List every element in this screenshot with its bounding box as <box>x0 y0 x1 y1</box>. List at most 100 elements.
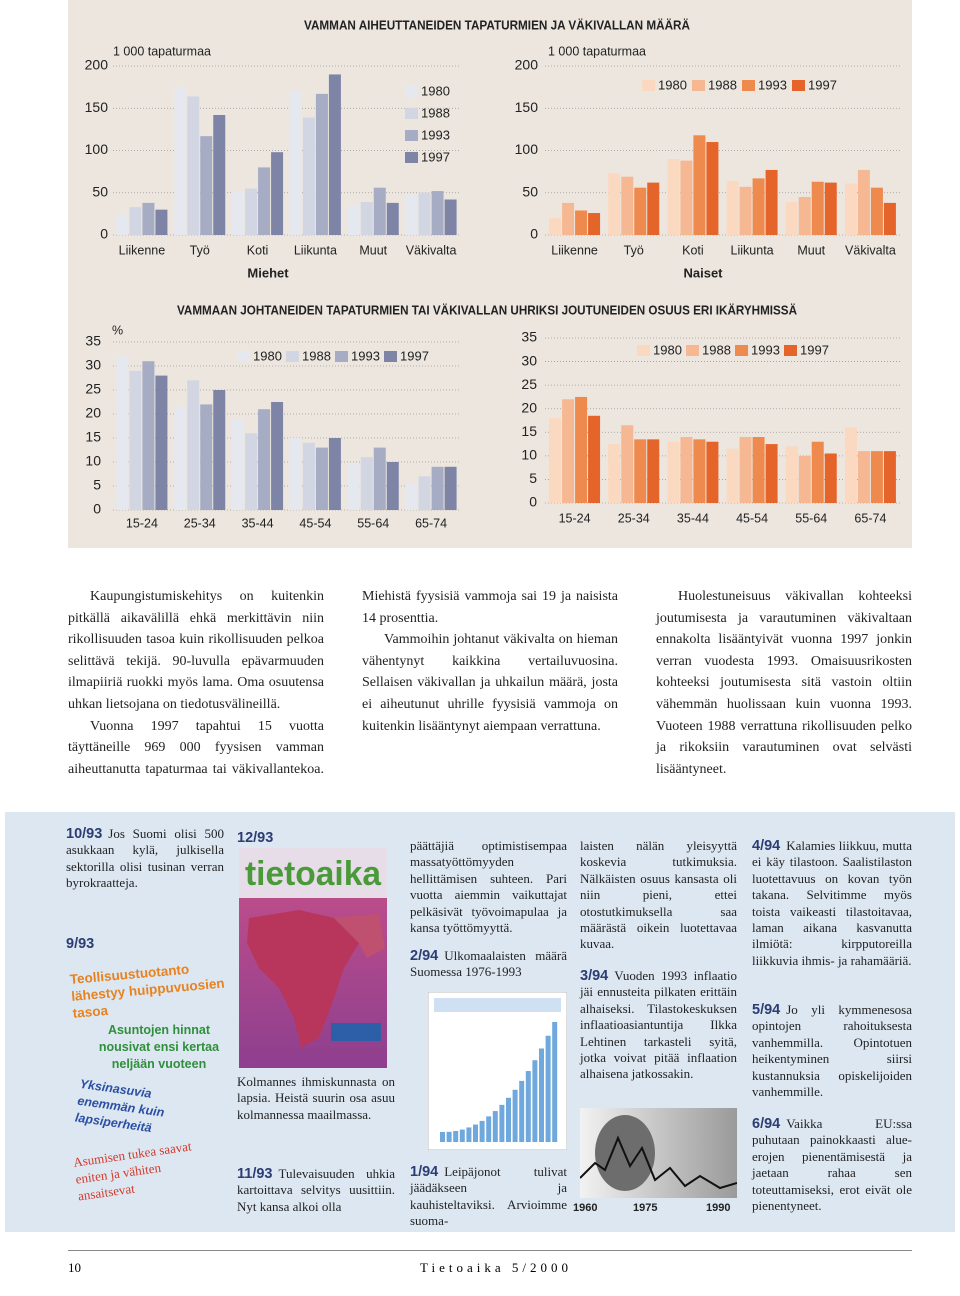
thumb-bar <box>545 1035 551 1142</box>
bar <box>271 402 284 510</box>
bar <box>347 464 360 510</box>
bar <box>232 191 245 235</box>
bar <box>155 209 168 235</box>
bar <box>328 74 341 235</box>
bar <box>844 183 857 235</box>
bar <box>200 404 213 510</box>
chart-thumbnail <box>428 992 567 1150</box>
issue-label: 9/93 <box>66 936 95 952</box>
legend-label: 1993 <box>351 348 380 363</box>
bar <box>785 202 798 235</box>
bar <box>857 451 870 503</box>
bar <box>883 202 896 235</box>
charts: VAMMAN AIHEUTTANEIDEN TAPATURMIEN JA VÄK… <box>68 0 912 548</box>
cover-badge <box>331 1023 381 1041</box>
bar <box>621 425 634 503</box>
bar <box>405 194 418 235</box>
sidebar-item: Kolmannes ihmiskunnasta on lapsia. Heist… <box>237 1074 395 1123</box>
headline: Asuntojen hinnat nousivat ensi kertaa ne… <box>98 1023 220 1071</box>
bar <box>693 439 706 503</box>
item-text: Kolmannes ihmiskunnasta on lapsia. Heist… <box>237 1074 395 1122</box>
bar <box>142 202 155 235</box>
y-tick-label: 5 <box>529 470 537 486</box>
sidebar: 10/93 Jos Suomi olisi 500 asukkaan kylä, … <box>5 812 955 1232</box>
bar <box>155 375 168 510</box>
x-tick-label: 35-44 <box>242 516 274 530</box>
bar <box>232 418 245 510</box>
sidebar-item: laisten nälän yleisyyttä koskevia tutkim… <box>580 838 737 953</box>
thumb-bar <box>539 1048 544 1142</box>
bar <box>588 415 601 503</box>
bar <box>245 433 258 510</box>
bar <box>187 96 200 235</box>
bar <box>870 451 883 503</box>
thumb-bar <box>446 1131 452 1142</box>
x-tick-label: 55-64 <box>795 511 827 525</box>
bar <box>621 176 634 235</box>
bar <box>129 207 142 235</box>
bar <box>785 446 798 503</box>
bar <box>373 447 386 510</box>
bar <box>386 202 399 235</box>
issue-label: 11/93 <box>237 1166 273 1182</box>
sidebar-item: 10/93 Jos Suomi olisi 500 asukkaan kylä, … <box>66 826 224 892</box>
x-tick-label: 55-64 <box>357 516 389 530</box>
sidebar-item: 4/94 Kalamies liikkuu, mutta ei käy tilas… <box>752 838 912 969</box>
bar <box>347 205 360 235</box>
legend-swatch <box>642 80 655 91</box>
item-text: Jos Suomi olisi 500 asukkaan kylä, julki… <box>66 826 224 891</box>
bar <box>360 202 373 235</box>
thumb-bar <box>473 1124 478 1142</box>
bar <box>360 457 373 510</box>
image-label: 1960 <box>573 1202 598 1214</box>
bar <box>174 406 187 510</box>
y-tick-label: 0 <box>93 501 101 517</box>
sidebar-item: 2/94 Ulkomaalaisten määrä Suomessa 1976-1… <box>410 948 567 981</box>
item-text: laisten nälän yleisyyttä koskevia tutkim… <box>580 838 737 952</box>
y-tick-label: 30 <box>521 352 537 368</box>
thumb-bar <box>525 1071 531 1142</box>
paragraph: Vammoihin johtanut väkivalta on hieman v… <box>362 632 618 734</box>
legend-label: 1993 <box>758 77 787 92</box>
bar <box>844 427 857 503</box>
sidebar-item: 5/94 Jo yli kymmenesosa opintojen rahoitu… <box>752 1002 912 1100</box>
issue-label: 10/93 <box>66 826 103 842</box>
bar <box>857 169 870 235</box>
item-text: Jo yli kymmenesosa opintojen rahoitukses… <box>752 1002 912 1100</box>
bar <box>752 178 765 235</box>
x-tick-label: 25-34 <box>618 511 650 525</box>
y-tick-label: 100 <box>515 141 539 157</box>
legend-swatch <box>405 108 418 119</box>
footer-rule <box>68 1250 912 1251</box>
legend-swatch <box>686 345 699 356</box>
bar <box>418 192 431 235</box>
y-tick-label: 15 <box>521 423 537 439</box>
item-text: Vuoden 1993 inflaatio jäi ennusteita pil… <box>580 968 737 1082</box>
y-tick-label: 15 <box>85 429 101 445</box>
y-tick-label: 25 <box>85 381 101 397</box>
bar <box>870 187 883 235</box>
legend-swatch <box>405 86 418 97</box>
bar <box>142 361 155 510</box>
legend-label: 1988 <box>302 348 331 363</box>
issue-label: 2/94 <box>410 948 439 964</box>
legend-swatch <box>335 351 348 362</box>
y-tick-label: 10 <box>521 447 537 463</box>
x-tick-label: 35-44 <box>677 511 709 525</box>
y-tick-label: 50 <box>522 183 538 199</box>
legend-label: 1993 <box>421 127 450 142</box>
bar <box>373 187 386 235</box>
publication: Tietoaika 5/2000 <box>420 1260 572 1275</box>
thumb-bar <box>479 1120 485 1142</box>
bar <box>667 441 680 503</box>
bar <box>634 439 647 503</box>
paragraph: Vuonna 1997 tapahtui 15 vuotta täyttänei… <box>68 589 618 777</box>
bar <box>647 439 660 503</box>
legend-label: 1980 <box>421 83 450 98</box>
x-tick-label: Koti <box>682 243 704 257</box>
cover-logo: tietoaika <box>245 855 382 893</box>
x-tick-label: 65-74 <box>415 516 447 530</box>
bar <box>824 182 837 235</box>
item-text: Vaikka EU:ssa puhutaan painokkaasti alue… <box>752 1116 912 1214</box>
y-tick-label: 200 <box>85 57 109 73</box>
